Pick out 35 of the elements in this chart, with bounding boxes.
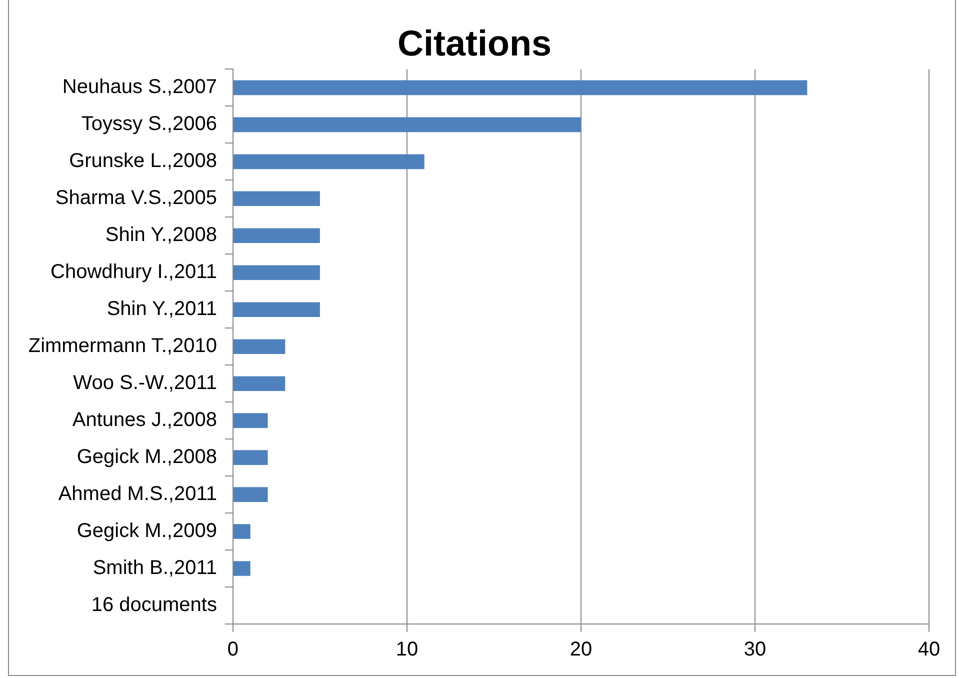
bar [233, 117, 581, 132]
x-tick-label: 40 [918, 638, 940, 661]
x-tick-label: 0 [227, 638, 239, 661]
y-tick-label: Woo S.-W.,2011 [73, 372, 217, 394]
y-tick-label: Shin Y.,2011 [106, 298, 217, 320]
bar [233, 191, 320, 206]
bar [233, 450, 268, 465]
bar [233, 487, 268, 502]
y-tick-label: Zimmermann T.,2010 [28, 335, 217, 358]
bar [233, 524, 250, 539]
x-tick-label: 10 [396, 638, 418, 661]
y-tick-label: Toyssy S.,2006 [81, 113, 217, 136]
bar [233, 561, 250, 576]
bar [233, 376, 286, 391]
bar [233, 154, 424, 170]
x-tick-label: 30 [744, 638, 766, 661]
y-tick-label: 16 documents [91, 594, 217, 616]
y-tick-label: Grunske L.,2008 [69, 150, 217, 172]
x-tick-label: 20 [570, 638, 592, 661]
bar [233, 80, 808, 96]
bar [233, 265, 320, 280]
y-tick-label: Ahmed M.S.,2011 [58, 483, 217, 506]
y-tick-label: Sharma V.S.,2005 [55, 187, 217, 210]
chart-title: Citations [397, 22, 552, 64]
y-tick-label: Gegick M.,2008 [76, 446, 217, 468]
y-tick-label: Smith B.,2011 [92, 557, 217, 580]
y-tick-label: Gegick M.,2009 [76, 520, 217, 542]
bar [233, 413, 268, 428]
bar [233, 228, 320, 244]
bar [233, 339, 286, 354]
y-tick-label: Shin Y.,2008 [105, 224, 217, 246]
bar [233, 302, 320, 318]
y-tick-label: Chowdhury I.,2011 [50, 261, 217, 284]
y-tick-label: Neuhaus S.,2007 [62, 76, 217, 98]
y-tick-label: Antunes J.,2008 [72, 409, 217, 432]
